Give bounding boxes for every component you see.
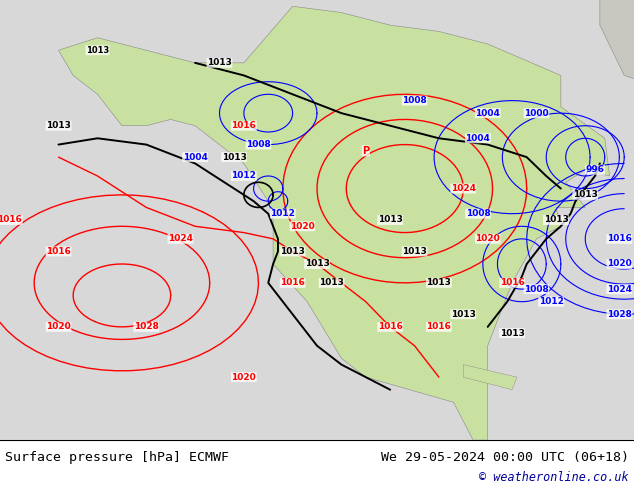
Text: 1013: 1013 — [427, 278, 451, 287]
Text: 1016: 1016 — [500, 278, 524, 287]
Text: 1013: 1013 — [500, 329, 524, 338]
Text: 1016: 1016 — [378, 322, 403, 331]
Text: 1004: 1004 — [476, 109, 500, 118]
Text: 1000: 1000 — [524, 109, 549, 118]
Text: 1013: 1013 — [304, 260, 330, 269]
Text: 1008: 1008 — [524, 285, 549, 294]
Text: 1013: 1013 — [402, 247, 427, 256]
Text: 1008: 1008 — [465, 209, 490, 218]
Text: 1013: 1013 — [543, 216, 569, 224]
Text: 1013: 1013 — [573, 190, 598, 199]
Text: 1013: 1013 — [319, 278, 344, 287]
Text: 1016: 1016 — [0, 216, 22, 224]
Text: 1013: 1013 — [86, 46, 109, 55]
Text: 1013: 1013 — [280, 247, 305, 256]
Text: 1016: 1016 — [46, 247, 71, 256]
Polygon shape — [600, 0, 634, 94]
Text: 1004: 1004 — [465, 134, 490, 143]
Text: 1013: 1013 — [222, 153, 247, 162]
Text: © weatheronline.co.uk: © weatheronline.co.uk — [479, 470, 629, 484]
Bar — [0, 440, 634, 490]
Text: We 29-05-2024 00:00 UTC (06+18): We 29-05-2024 00:00 UTC (06+18) — [381, 450, 629, 464]
Text: 1016: 1016 — [231, 121, 256, 130]
Text: 1028: 1028 — [607, 310, 632, 319]
Text: 996: 996 — [585, 165, 604, 174]
Text: 1024: 1024 — [168, 234, 193, 244]
Text: 1024: 1024 — [451, 184, 476, 193]
Text: 1020: 1020 — [290, 222, 314, 231]
Text: 1008: 1008 — [246, 140, 271, 149]
Text: 1008: 1008 — [402, 96, 427, 105]
Text: 1020: 1020 — [46, 322, 71, 331]
Text: 1016: 1016 — [427, 322, 451, 331]
Text: 1016: 1016 — [280, 278, 305, 287]
Text: 1013: 1013 — [378, 216, 403, 224]
Text: 1028: 1028 — [134, 322, 158, 331]
Text: 1013: 1013 — [46, 121, 71, 130]
Polygon shape — [58, 6, 610, 440]
Text: 1020: 1020 — [607, 260, 631, 269]
Text: 1013: 1013 — [451, 310, 476, 319]
Text: 1004: 1004 — [183, 153, 207, 162]
Text: 1012: 1012 — [539, 297, 564, 306]
Text: 1013: 1013 — [207, 58, 232, 67]
Text: 1012: 1012 — [231, 172, 256, 180]
Text: P: P — [362, 146, 370, 156]
Text: 1012: 1012 — [271, 209, 295, 218]
Text: 1020: 1020 — [476, 234, 500, 244]
Polygon shape — [463, 365, 517, 390]
Bar — [0, 0, 634, 440]
Text: 1016: 1016 — [607, 234, 632, 244]
Text: 1024: 1024 — [607, 285, 632, 294]
Text: 1020: 1020 — [231, 372, 256, 382]
Text: Surface pressure [hPa] ECMWF: Surface pressure [hPa] ECMWF — [5, 450, 229, 464]
